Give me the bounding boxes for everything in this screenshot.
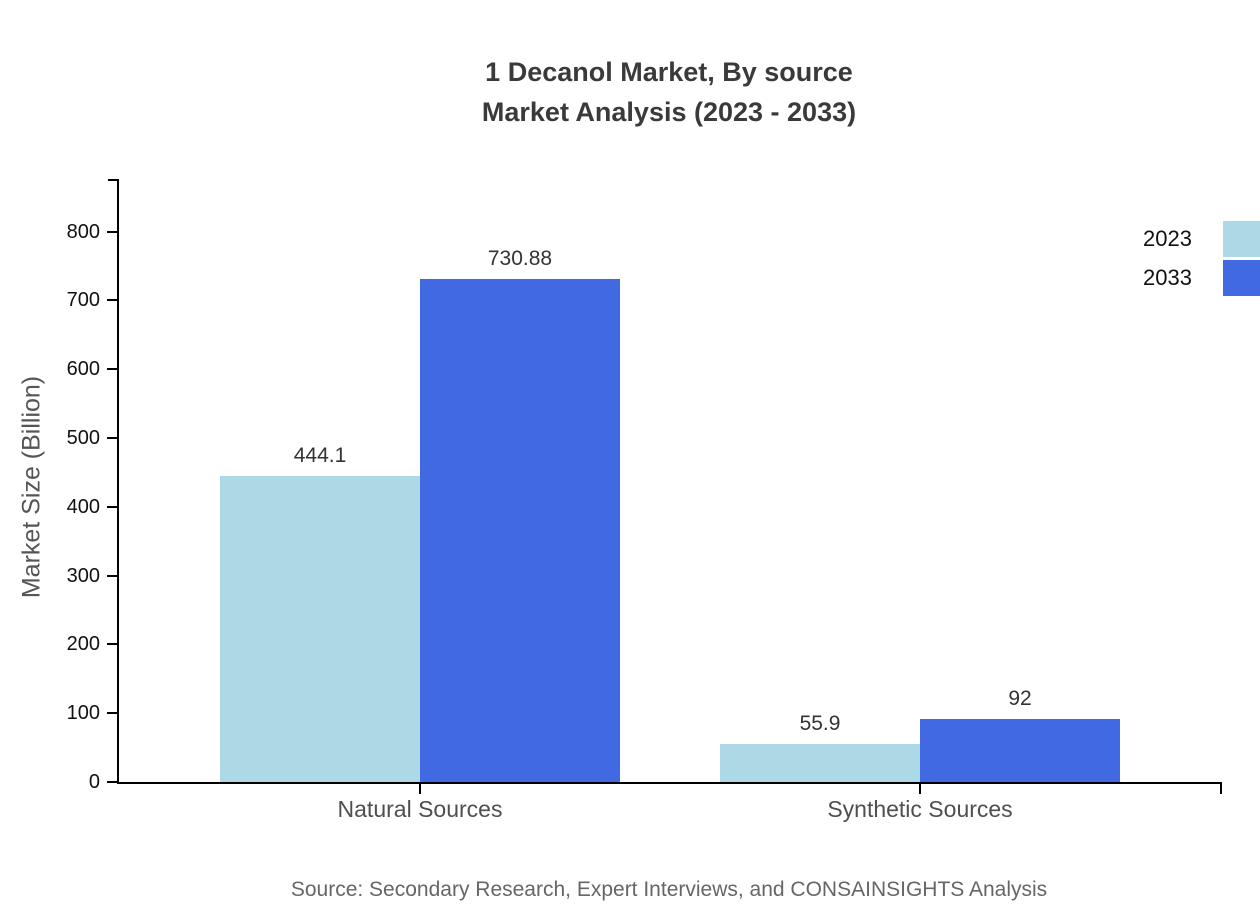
bar-value-2033-synthetic-sources: 92 [1008,686,1032,710]
legend-row-2023: 2023 [1143,221,1260,257]
y-tick-label-200: 200 [66,633,100,656]
legend-row-2033: 2033 [1143,260,1260,296]
y-tick-500 [107,437,118,439]
bar-2023-synthetic-sources [720,743,920,782]
chart-subtitle: Market Analysis (2023 - 2033) [481,97,857,127]
y-tick-0 [107,781,118,783]
chart-title: 1 Decanol Market, By source [485,57,853,87]
legend-swatch-2023 [1223,221,1260,257]
legend-label-2033: 2033 [1143,265,1192,290]
y-tick-label-800: 800 [66,220,100,243]
y-tick-label-300: 300 [66,564,100,587]
y-tick-700 [107,299,118,302]
x-tick-natural-sources [419,784,421,794]
y-tick-label-400: 400 [66,495,100,518]
legend: 2023 2033 [1143,221,1260,299]
source-note: Source: Secondary Research, Expert Inter… [290,878,1048,901]
bar-2033-synthetic-sources [920,718,1120,782]
y-axis-line [117,179,119,784]
bar-value-2023-natural-sources: 444.1 [293,444,347,468]
y-tick-100 [107,712,118,715]
legend-swatch-2033 [1223,260,1260,296]
bar-2033-natural-sources [420,279,620,782]
x-axis-right-cap [1220,784,1222,794]
y-tick-label-100: 100 [66,702,100,725]
y-tick-200 [107,643,118,646]
x-tick-synthetic-sources [919,784,921,794]
legend-label-2023: 2023 [1143,226,1192,251]
y-axis-top-cap [108,179,117,181]
chart-title-block: 1 Decanol Market, By source Market Analy… [118,52,1220,132]
y-tick-label-0: 0 [88,771,100,793]
y-tick-600 [107,368,118,371]
bar-value-2023-synthetic-sources: 55.9 [799,711,841,735]
y-tick-400 [107,505,118,508]
bar-2023-natural-sources [220,476,420,782]
y-tick-label-500: 500 [66,427,100,449]
y-tick-label-600: 600 [66,358,100,381]
bar-value-2033-natural-sources: 730.88 [487,247,553,271]
x-axis-line [117,782,1222,784]
y-tick-300 [107,574,118,577]
category-label-natural-sources: Natural Sources [337,796,503,822]
category-label-synthetic-sources: Synthetic Sources [827,796,1013,822]
y-tick-800 [107,230,118,233]
y-tick-label-700: 700 [66,289,100,312]
